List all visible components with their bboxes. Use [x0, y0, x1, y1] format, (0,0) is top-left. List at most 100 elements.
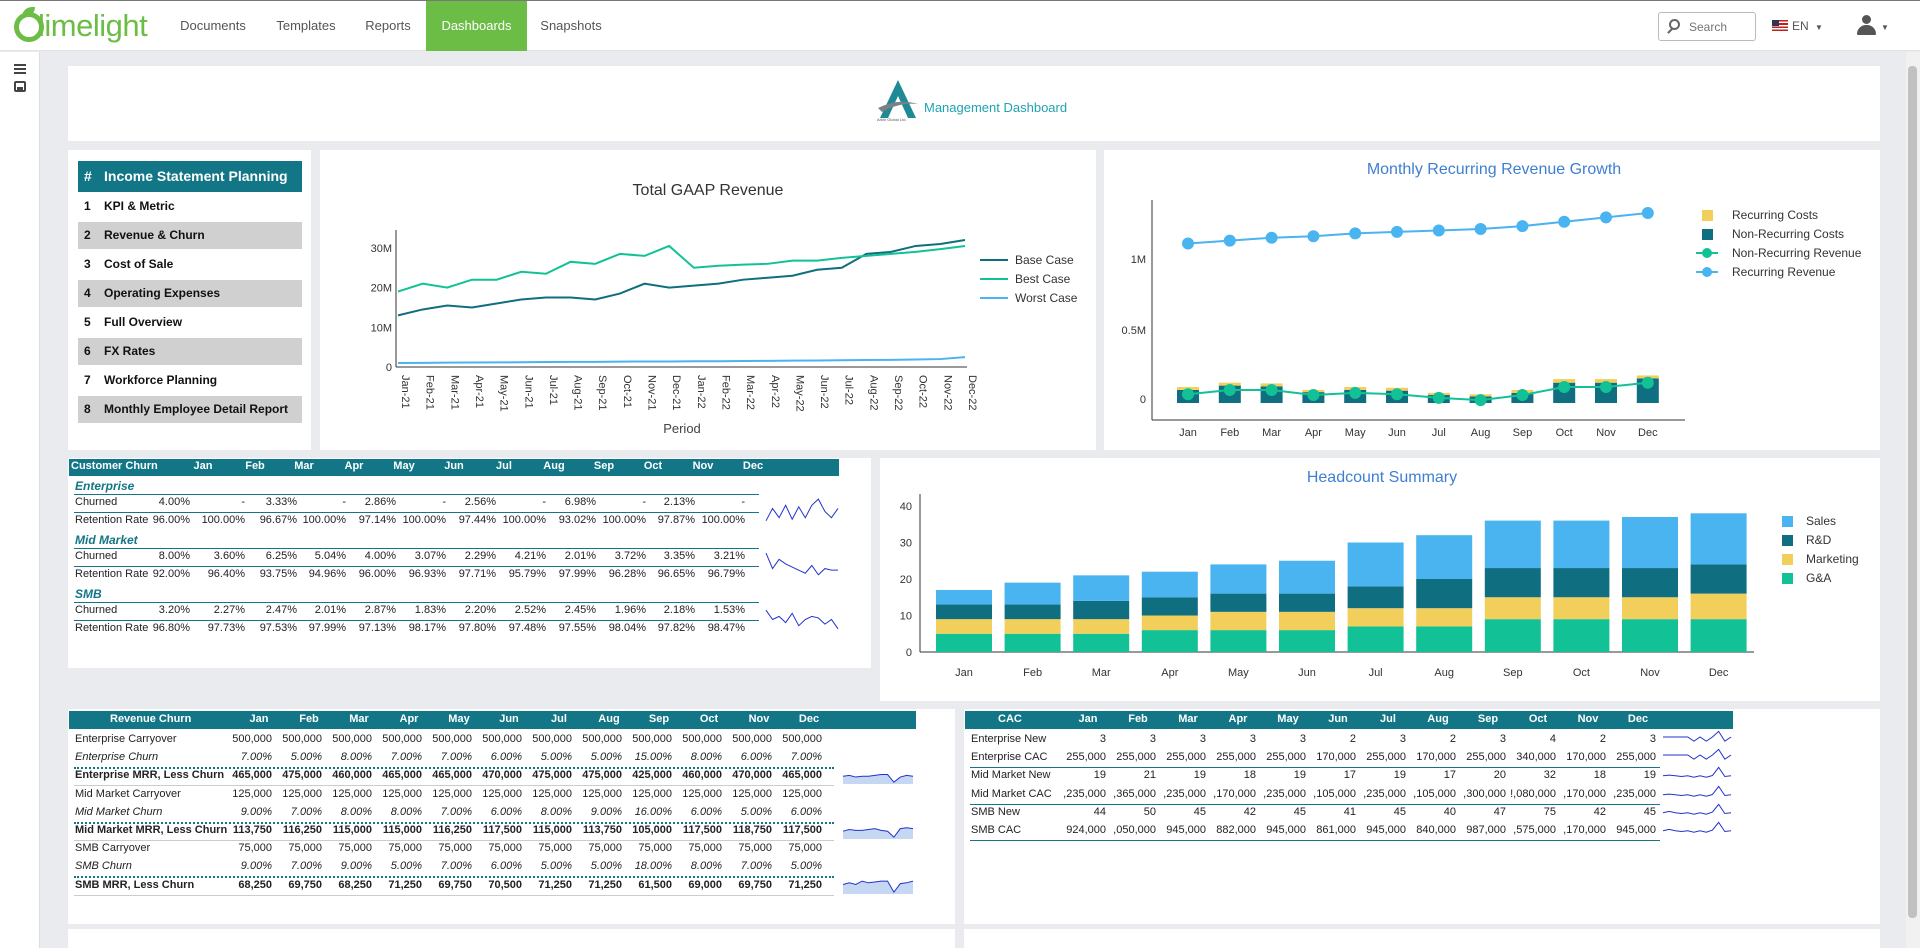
menu-item-3[interactable]: 3 Cost of Sale [78, 251, 302, 278]
bar-marketing [1004, 619, 1061, 634]
bar-sales [1141, 571, 1198, 598]
value-cell: 100.00% [701, 514, 745, 526]
bar-sales [1347, 542, 1404, 587]
value-cell: 6.98% [564, 496, 596, 508]
legend-label: Marketing [1806, 552, 1859, 566]
value-cell: 96.93% [408, 568, 446, 580]
value-cell: 125,000 [782, 787, 822, 800]
value-cell: 500,000 [332, 733, 372, 745]
nav-templates[interactable]: Templates [276, 18, 336, 33]
menu-item-6[interactable]: 6 FX Rates [78, 338, 302, 365]
value-cell: 5.00% [740, 805, 772, 818]
value-cell: 75,000 [688, 842, 722, 855]
bar-sales [1073, 575, 1130, 601]
cac-sparkline [1663, 748, 1732, 761]
value-cell: 50 [1143, 805, 1156, 818]
value-cell: 2.13% [663, 496, 695, 508]
brand-name: limelight [38, 8, 148, 43]
menu-hash: # [84, 168, 92, 184]
series-point [1516, 220, 1529, 233]
value-cell: 945,000 [1266, 824, 1306, 836]
header-cell: Dec [798, 713, 820, 725]
bar-ga [1347, 626, 1404, 652]
value-cell: - [442, 496, 446, 508]
nav-snapshots[interactable]: Snapshots [540, 18, 602, 33]
value-cell: 5.00% [390, 860, 422, 873]
limelight-logo[interactable]: limelight [12, 7, 157, 44]
value-cell: 882,000 [1216, 824, 1256, 836]
value-cell: 96.40% [207, 568, 245, 580]
menu-item-5[interactable]: 5 Full Overview [78, 309, 302, 336]
x-tick-label: Nov-21 [646, 375, 658, 410]
menu-item-1[interactable]: 1 KPI & Metric [78, 193, 302, 220]
value-cell: - [342, 496, 346, 508]
value-cell: 2 [1449, 733, 1456, 745]
value-cell: 113,750 [582, 824, 622, 836]
value-cell: 3 [1399, 733, 1406, 745]
menu-item-7[interactable]: 7 Workforce Planning [78, 367, 302, 394]
user-menu[interactable]: ▼ [1856, 14, 1892, 38]
value-cell: 500,000 [582, 733, 622, 745]
search-box[interactable] [1658, 12, 1756, 41]
search-input[interactable] [1689, 17, 1749, 36]
row-divider [74, 894, 834, 896]
value-cell: 475,000 [582, 769, 622, 782]
value-cell: 97.48% [508, 622, 546, 634]
value-cell: 6.00% [490, 805, 522, 818]
row-label: Mid Market Carryover [75, 787, 181, 800]
nav-dashboards[interactable]: Dashboards [426, 1, 527, 51]
bar-rd [1004, 604, 1061, 620]
value-cell: 75,000 [738, 842, 772, 855]
menu-icon[interactable] [14, 64, 26, 74]
header-cell: Sep [648, 713, 670, 725]
row-label: SMB CAC [971, 824, 1022, 836]
value-cell: 3 [1149, 733, 1156, 745]
value-cell: 93.02% [558, 514, 596, 526]
scrollbar-thumb[interactable] [1908, 66, 1917, 918]
value-cell: 15.00% [634, 751, 672, 764]
nav-documents[interactable]: Documents [180, 18, 246, 33]
value-cell: 9.00% [340, 860, 372, 873]
menu-item-2[interactable]: 2 Revenue & Churn [78, 222, 302, 249]
value-cell: 75,000 [288, 842, 322, 855]
x-tick-label: Nov [1640, 667, 1660, 679]
series-point [1474, 223, 1487, 235]
value-cell: 42 [1243, 805, 1256, 818]
value-cell: 68,250 [238, 878, 272, 891]
header-cell: Aug [598, 713, 620, 725]
value-cell: 97.99% [558, 568, 596, 580]
menu-item-8[interactable]: 8 Monthly Employee Detail Report [78, 396, 302, 423]
value-cell: 9.00% [240, 805, 272, 818]
header-cell: Sep [1477, 713, 1499, 725]
row-label: Churned [75, 550, 118, 562]
x-tick-label: Aug [1434, 667, 1454, 679]
bar-rd [1210, 593, 1267, 612]
y-tick-label: 1M [1131, 254, 1146, 266]
nav-reports[interactable]: Reports [365, 18, 411, 33]
bar-sales [1416, 535, 1473, 579]
menu-item-4[interactable]: 4 Operating Expenses [78, 280, 302, 307]
search-icon [1669, 19, 1680, 30]
x-tick-label: Oct [1573, 667, 1590, 679]
value-cell: ,235,000 [1063, 787, 1106, 800]
revenue-churn-panel-lower [68, 929, 955, 948]
value-cell: 500,000 [682, 733, 722, 745]
bar-ga [1279, 630, 1335, 652]
table-header-bar [965, 711, 1733, 729]
group-label: Mid Market [75, 533, 138, 547]
x-tick-label: Jan [955, 667, 973, 679]
x-tick-label: Dec-21 [670, 375, 682, 410]
menu-header: # Income Statement Planning [78, 161, 302, 192]
bar-ga [1073, 633, 1130, 652]
value-cell: ,235,000 [1163, 787, 1206, 800]
bar-rd [1484, 568, 1541, 598]
legend-label: Best Case [1015, 272, 1071, 286]
language-selector[interactable]: EN ▼ [1772, 16, 1823, 36]
value-cell: 97.99% [308, 622, 346, 634]
legend-swatch [1782, 573, 1793, 584]
value-cell: 69,000 [688, 878, 722, 891]
row-label: Mid Market New [971, 769, 1051, 782]
value-cell: 16.00% [634, 805, 672, 818]
print-icon[interactable] [14, 81, 26, 92]
value-cell: 500,000 [282, 733, 322, 745]
